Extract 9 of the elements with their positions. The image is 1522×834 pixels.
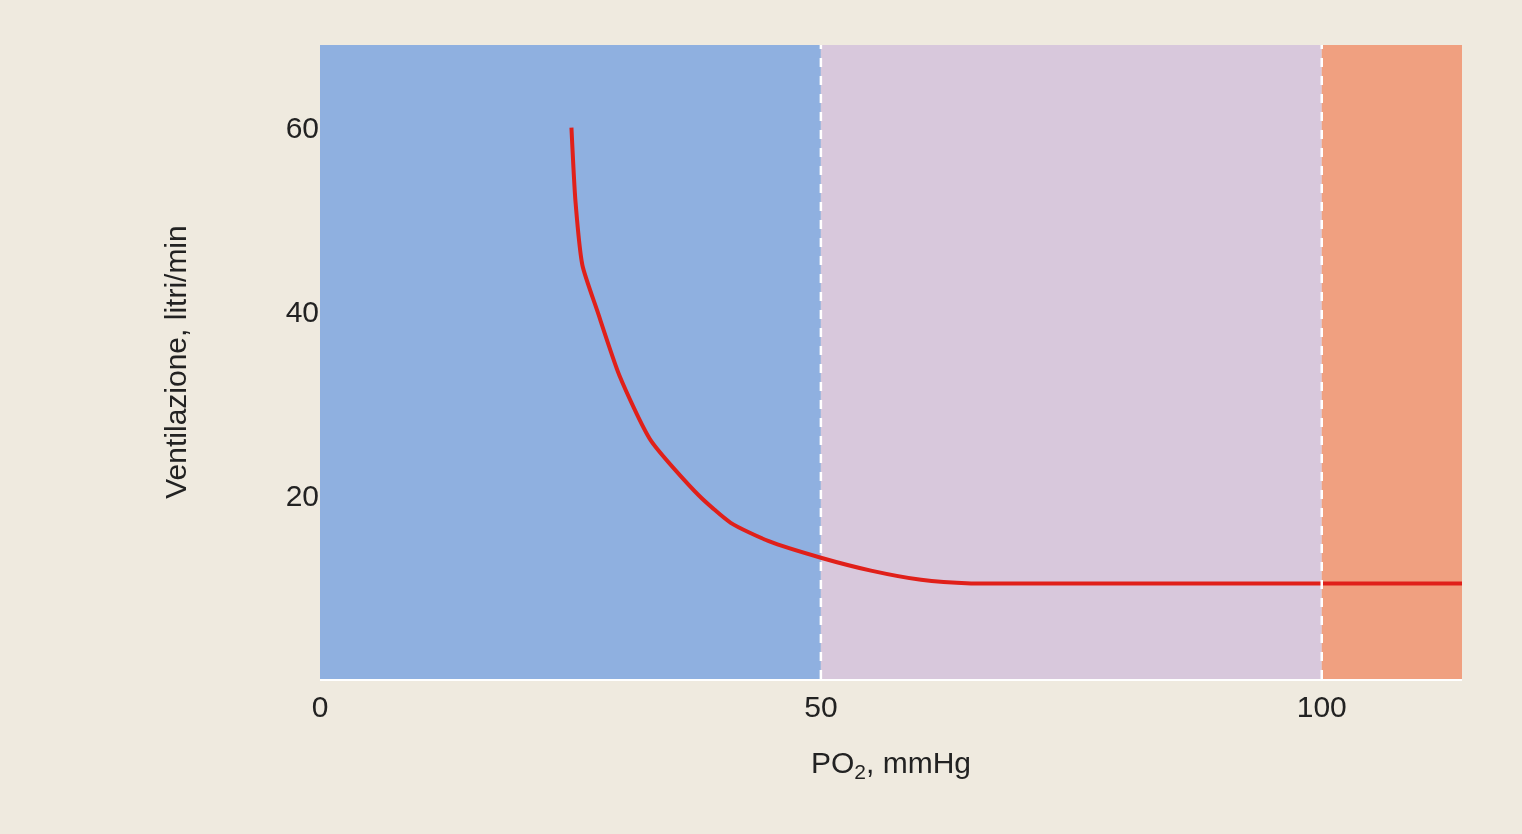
y-tick-label: 60 <box>285 111 319 145</box>
y-axis-title: Ventilazione, litri/min <box>158 225 192 499</box>
x-axis-title: PO$_{2}$, mmHg <box>810 746 972 784</box>
y-tick-label: 20 <box>285 478 319 512</box>
line-series <box>569 125 1462 586</box>
y-tick-label: 40 <box>285 294 319 328</box>
x-tick-label: 0 <box>311 690 329 723</box>
x-tick-label: 50 <box>804 690 838 723</box>
x-tick-label: 100 <box>1296 690 1347 723</box>
